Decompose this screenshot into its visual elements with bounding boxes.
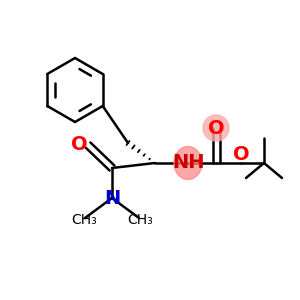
Text: O: O [208, 118, 224, 137]
Text: O: O [233, 145, 249, 164]
Text: O: O [71, 136, 87, 154]
Ellipse shape [203, 115, 229, 141]
Text: CH₃: CH₃ [127, 213, 153, 227]
Text: N: N [104, 188, 120, 208]
Text: NH: NH [172, 154, 204, 172]
Text: CH₃: CH₃ [71, 213, 97, 227]
Ellipse shape [174, 146, 202, 179]
